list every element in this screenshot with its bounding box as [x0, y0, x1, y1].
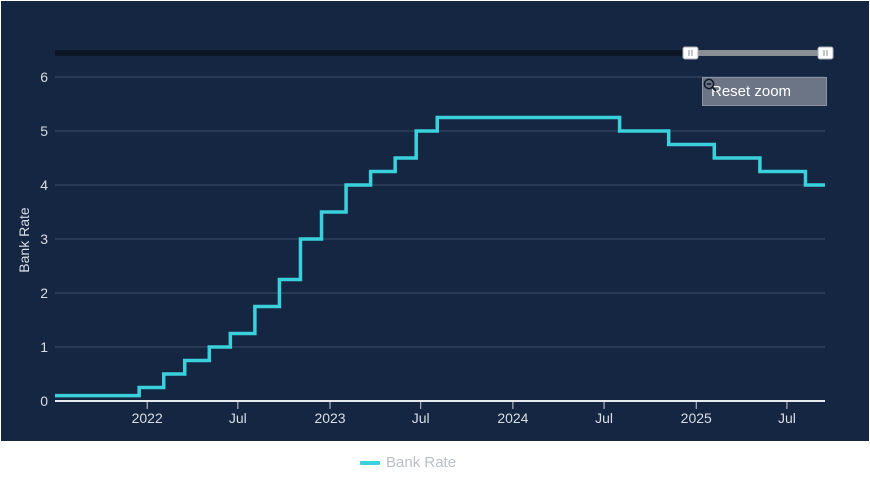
legend[interactable]: Bank Rate: [360, 454, 456, 471]
x-tick-label: 2024: [497, 410, 528, 426]
x-tick-label: Jul: [412, 410, 430, 426]
range-navigator[interactable]: [55, 46, 834, 60]
y-tick-label: 5: [40, 123, 48, 139]
y-tick-label: 6: [40, 69, 48, 85]
gridlines: [55, 76, 825, 348]
reset-zoom-button[interactable]: Reset zoom: [702, 77, 827, 106]
y-axis-title: Bank Rate: [16, 207, 32, 273]
x-tick-label: Jul: [778, 410, 796, 426]
series-line-bank-rate[interactable]: [55, 115, 825, 398]
y-tick-label: 1: [40, 339, 48, 355]
chart-panel: [1, 1, 869, 441]
x-tick-label: 2025: [681, 410, 712, 426]
series-layer: [55, 115, 825, 398]
y-tick-label: 3: [40, 231, 48, 247]
y-tick-label: 4: [40, 177, 48, 193]
y-tick-label: 0: [40, 393, 48, 409]
x-tick-label: Jul: [229, 410, 247, 426]
legend-label: Bank Rate: [386, 454, 457, 471]
zoom-out-icon: [703, 78, 717, 92]
x-axis-ticks: 2022 Jul 2023 Jul 2024 Jul 2025 Jul: [132, 401, 796, 426]
navigator-selection[interactable]: [692, 50, 825, 56]
x-tick-label: 2022: [132, 410, 163, 426]
y-tick-label: 2: [40, 285, 48, 301]
navigator-handle-left[interactable]: [682, 46, 699, 60]
reset-zoom-label: Reset zoom: [711, 83, 792, 100]
legend-swatch: [360, 460, 380, 465]
y-axis-ticks: 0 1 2 3 4 5 6: [40, 69, 48, 409]
x-tick-label: Jul: [595, 410, 613, 426]
navigator-handle-right[interactable]: [817, 46, 834, 60]
x-tick-label: 2023: [314, 410, 345, 426]
navigator-track: [55, 50, 833, 56]
